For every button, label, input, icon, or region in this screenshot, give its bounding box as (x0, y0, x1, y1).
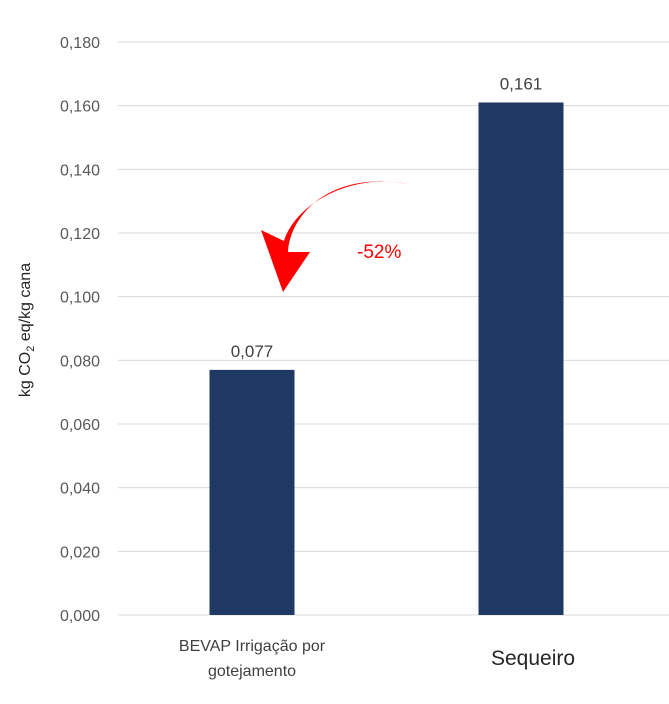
bars (209, 102, 564, 615)
x-axis-categories: BEVAP Irrigação por gotejamento Sequeiro (179, 638, 575, 680)
y-axis-label: kg CO2 eq/kg cana (17, 263, 37, 397)
gridlines (118, 41, 669, 616)
y-tick-label: 0,080 (60, 353, 100, 370)
bar (209, 369, 295, 615)
x-category-label: gotejamento (208, 663, 296, 680)
data-label: 0,077 (231, 342, 274, 361)
reduction-annotation: -52% (357, 242, 401, 263)
y-tick-label: 0,060 (60, 417, 100, 434)
data-label: 0,161 (500, 74, 543, 93)
data-labels: 0,077 0,161 (231, 74, 543, 360)
y-tick-label: 0,160 (60, 99, 100, 116)
y-tick-label: 0,100 (60, 290, 100, 307)
y-tick-label: 0,180 (60, 35, 100, 52)
y-tick-label: 0,040 (60, 481, 100, 498)
x-category-label: BEVAP Irrigação por (179, 638, 326, 655)
y-tick-label: 0,120 (60, 226, 100, 243)
y-tick-label: 0,020 (60, 544, 100, 561)
y-axis-ticks: 0,000 0,020 0,040 0,060 0,080 0,100 0,120 0,140… (60, 35, 100, 625)
x-category-label: Sequeiro (491, 647, 575, 670)
bar (478, 102, 564, 615)
y-tick-label: 0,000 (60, 608, 100, 625)
y-tick-label: 0,140 (60, 162, 100, 179)
reduction-arrow-icon (261, 181, 408, 292)
